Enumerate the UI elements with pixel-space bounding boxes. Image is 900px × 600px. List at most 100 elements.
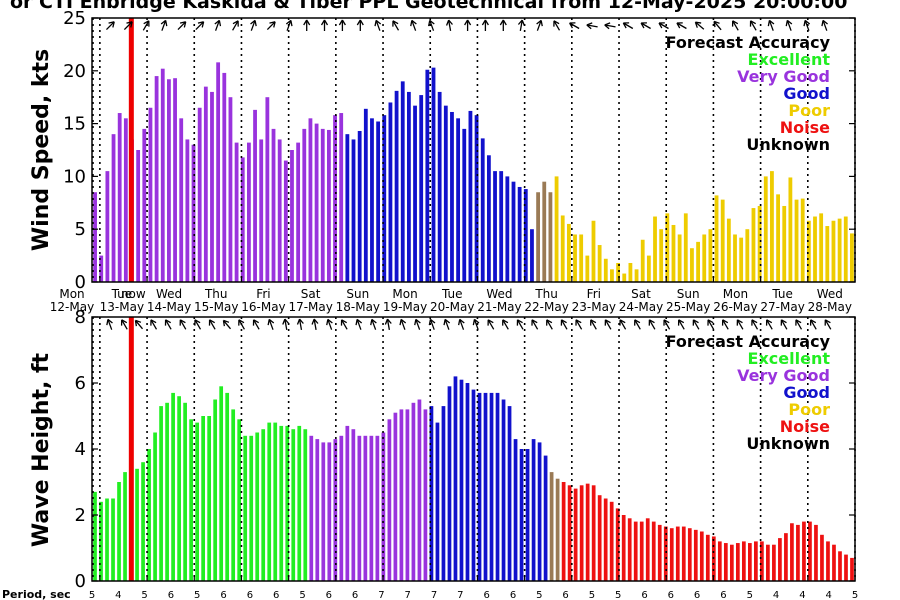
arrow-shaft <box>804 21 810 31</box>
bar <box>505 176 510 282</box>
direction-arrow <box>472 318 480 330</box>
bar <box>634 269 639 282</box>
arrow-shaft <box>123 22 132 30</box>
y-axis-label: Wave Height, ft <box>29 352 54 547</box>
arrow-shaft <box>769 21 774 31</box>
bar <box>453 376 458 581</box>
direction-arrow <box>106 318 113 330</box>
bar <box>185 139 190 282</box>
arrow-head <box>338 19 346 26</box>
day-date: 22-May <box>524 300 568 314</box>
period-value: 7 <box>405 590 411 600</box>
day-name: Wed <box>486 287 512 301</box>
arrow-shaft <box>517 320 524 330</box>
bar <box>321 442 326 581</box>
bar <box>760 541 764 581</box>
bar <box>240 157 245 282</box>
arrow-head <box>707 319 714 326</box>
direction-arrow <box>392 20 400 31</box>
arrow-shaft <box>714 21 722 31</box>
arrow-shaft <box>722 320 729 330</box>
direction-arrow <box>765 319 773 330</box>
direction-arrow <box>487 319 495 330</box>
bar <box>537 442 542 581</box>
direction-arrow <box>560 319 568 330</box>
bar <box>441 406 446 581</box>
arrow-head <box>536 19 543 27</box>
day-name: Tue <box>441 287 463 301</box>
bar <box>585 255 590 282</box>
bar <box>297 425 302 581</box>
bar <box>197 107 202 282</box>
bar <box>784 533 788 581</box>
y-tick-label: 15 <box>63 114 86 135</box>
arrow-shaft <box>284 319 288 331</box>
bar <box>370 118 374 282</box>
arrow-shaft <box>576 320 583 330</box>
bar <box>345 425 350 581</box>
day-name: Wed <box>156 287 182 301</box>
bar <box>167 79 171 282</box>
arrow-head <box>713 20 720 28</box>
direction-arrow <box>780 319 788 330</box>
bar <box>327 442 332 581</box>
bar <box>665 213 670 282</box>
arrow-head <box>765 319 773 326</box>
bar <box>191 144 196 282</box>
arrow-shaft <box>634 320 641 330</box>
arrow-shaft <box>590 320 597 330</box>
bar <box>99 255 104 282</box>
direction-arrow <box>374 19 382 31</box>
arrow-shaft <box>737 320 744 330</box>
direction-arrow <box>751 319 759 330</box>
arrow-head <box>296 318 304 325</box>
arrow-shaft <box>161 21 166 31</box>
bar <box>579 234 584 282</box>
arrow-head <box>126 21 133 28</box>
direction-arrow <box>340 319 348 330</box>
direction-arrow <box>238 319 245 330</box>
bar <box>153 432 157 581</box>
bar <box>651 521 656 581</box>
period-value: 6 <box>326 590 332 600</box>
direction-arrow <box>499 19 507 31</box>
direction-arrow <box>677 319 685 330</box>
direction-arrow <box>443 318 451 330</box>
bar <box>291 429 296 581</box>
direction-arrow <box>795 319 803 330</box>
arrow-shaft <box>299 319 303 331</box>
arrow-head <box>640 22 647 29</box>
bar <box>610 269 614 282</box>
direction-arrow <box>267 318 275 330</box>
bar <box>627 518 632 581</box>
arrow-head <box>326 318 333 326</box>
arrow-head <box>164 319 172 326</box>
bar <box>543 455 548 581</box>
bar <box>573 234 577 282</box>
arrow-shaft <box>250 21 256 31</box>
bar <box>471 389 476 581</box>
arrow-shaft <box>107 320 113 330</box>
period-value: 6 <box>694 590 700 600</box>
bar <box>745 229 750 282</box>
arrow-shaft <box>194 320 202 330</box>
day-date: 28-May <box>808 300 852 314</box>
bar <box>302 128 307 282</box>
arrow-head <box>502 319 509 326</box>
bar <box>796 524 800 581</box>
bar <box>813 216 817 282</box>
bar <box>681 526 686 581</box>
y-tick-label: 5 <box>75 219 86 240</box>
direction-arrow <box>285 19 293 31</box>
arrow-head <box>809 319 817 326</box>
period-value: 6 <box>484 590 490 600</box>
bar <box>639 521 644 581</box>
bar <box>339 113 344 282</box>
period-value: 4 <box>799 590 805 600</box>
arrow-head <box>499 19 507 26</box>
bar <box>477 392 482 581</box>
bar <box>776 194 780 282</box>
bar <box>519 449 524 581</box>
day-name: Sat <box>301 287 321 301</box>
bar <box>135 468 139 581</box>
